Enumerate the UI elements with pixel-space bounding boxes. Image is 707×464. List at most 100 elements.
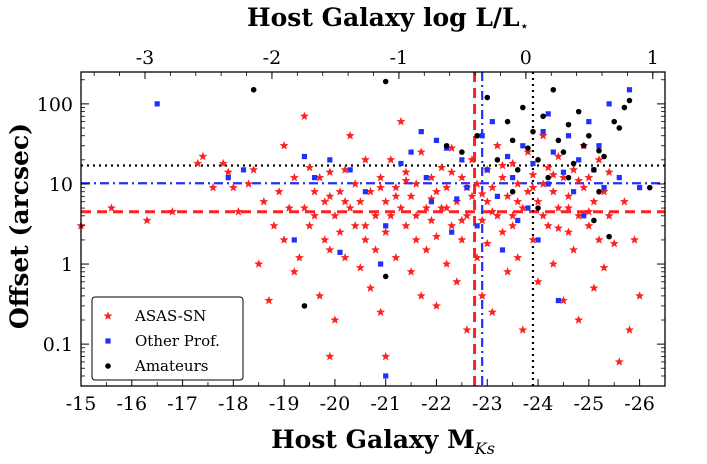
point-0-4	[193, 158, 203, 168]
point-1-5	[312, 175, 318, 181]
point-0-171	[528, 182, 538, 192]
point-0-45	[350, 179, 360, 188]
point-0-17	[274, 186, 284, 196]
point-0-127	[553, 203, 563, 212]
point-2-7	[484, 94, 491, 101]
point-2-6	[474, 132, 480, 139]
point-0-125	[548, 259, 558, 268]
point-0-132	[563, 191, 574, 201]
point-0-65	[401, 221, 411, 230]
point-0-168	[548, 170, 558, 179]
point-2-32	[621, 104, 628, 111]
point-0-143	[594, 155, 604, 164]
point-0-149	[609, 238, 619, 248]
point-1-28	[510, 175, 516, 181]
point-1-39	[570, 189, 577, 195]
point-0-78	[431, 186, 442, 196]
point-2-38	[591, 217, 597, 224]
point-2-36	[535, 205, 541, 211]
point-0-133	[569, 165, 579, 174]
point-1-25	[494, 193, 501, 199]
legend-label: ASAS-SN	[134, 307, 206, 325]
point-0-87	[452, 277, 462, 286]
point-0-172	[574, 175, 584, 185]
point-2-16	[540, 113, 546, 120]
point-2-39	[596, 147, 602, 154]
point-0-25	[299, 203, 309, 212]
legend-item: Other Prof.	[105, 332, 220, 350]
point-0-3	[167, 206, 177, 216]
legend-label: Other Prof.	[135, 332, 220, 350]
point-2-13	[525, 145, 531, 151]
point-0-159	[442, 203, 452, 212]
point-1-8	[362, 189, 368, 195]
point-0-27	[304, 221, 315, 230]
point-0-179	[325, 191, 335, 201]
point-0-99	[482, 196, 492, 206]
point-0-74	[421, 245, 431, 254]
point-1-12	[398, 160, 404, 167]
point-0-52	[370, 211, 381, 220]
point-0-91	[462, 325, 472, 334]
point-2-27	[596, 188, 602, 195]
point-1-40	[576, 157, 582, 163]
point-0-71	[416, 147, 426, 156]
point-1-29	[520, 143, 526, 149]
point-0-37	[330, 211, 340, 220]
point-0-163	[538, 211, 548, 220]
point-0-32	[320, 235, 330, 244]
point-0-126	[548, 186, 558, 196]
point-0-44	[350, 221, 360, 230]
point-1-46	[606, 101, 612, 107]
top-tick-label: 1	[647, 47, 659, 69]
point-1-15	[428, 199, 434, 205]
point-0-12	[249, 165, 259, 174]
point-0-31	[320, 196, 330, 206]
point-1-24	[489, 119, 495, 125]
point-0-93	[467, 191, 477, 201]
point-0-79	[431, 231, 442, 241]
point-0-114	[518, 325, 528, 334]
point-0-139	[584, 221, 594, 230]
point-0-13	[254, 259, 264, 268]
point-2-23	[575, 108, 582, 115]
point-0-101	[487, 182, 497, 192]
point-0-121	[538, 130, 548, 140]
point-1-37	[560, 169, 567, 175]
point-0-106	[497, 227, 508, 237]
point-0-11	[244, 179, 254, 188]
point-0-151	[619, 196, 629, 206]
point-0-1	[106, 203, 117, 212]
point-0-15	[264, 295, 274, 305]
point-2-37	[565, 174, 572, 181]
point-0-24	[299, 111, 309, 121]
point-0-119	[533, 196, 543, 206]
point-1-3	[291, 237, 297, 243]
point-2-12	[520, 104, 526, 111]
y-axis-label: Offset (arcsec)	[5, 123, 34, 329]
point-2-22	[570, 160, 577, 167]
point-0-76	[426, 215, 436, 225]
point-0-38	[335, 186, 345, 196]
point-0-83	[442, 182, 452, 192]
point-0-157	[391, 191, 401, 201]
point-1-22	[479, 133, 485, 139]
point-1-13	[408, 149, 414, 155]
point-0-36	[330, 315, 340, 324]
point-2-28	[601, 153, 607, 160]
data-points	[76, 78, 653, 379]
point-0-90	[462, 211, 472, 220]
point-0-9	[228, 182, 238, 192]
point-0-131	[563, 227, 574, 237]
point-0-166	[447, 167, 457, 177]
point-1-0	[154, 101, 160, 107]
point-0-177	[553, 223, 563, 233]
point-0-28	[310, 186, 320, 196]
x-tick-label: -20	[320, 393, 351, 415]
point-2-8	[494, 157, 501, 163]
point-1-20	[464, 185, 470, 191]
point-1-54	[545, 111, 551, 117]
point-0-70	[411, 179, 421, 188]
